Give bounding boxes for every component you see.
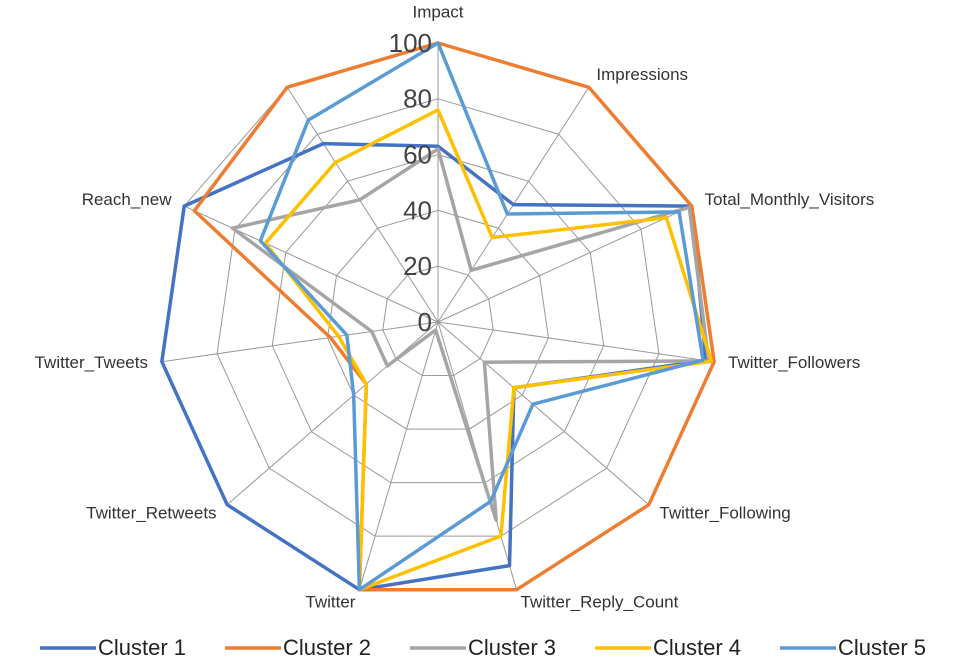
spoke — [437, 321, 715, 363]
grid-ring — [327, 209, 549, 430]
category-label: Twitter_Followers — [728, 353, 860, 372]
category-label: Twitter_Retweets — [86, 503, 216, 522]
category-label: Reach_new — [82, 190, 173, 209]
category-label: Impact — [412, 2, 463, 21]
tick-label: 40 — [403, 195, 432, 225]
tick-label: 100 — [389, 28, 432, 58]
series-line — [263, 108, 714, 592]
category-label: Twitter_Reply_Count — [521, 593, 679, 612]
spoke — [437, 205, 692, 323]
legend-label: Cluster 2 — [283, 635, 371, 660]
legend-label: Cluster 5 — [838, 635, 926, 660]
spoke — [184, 205, 439, 323]
spoke — [437, 321, 650, 506]
series-line — [192, 41, 716, 592]
legend-label: Cluster 1 — [98, 635, 186, 660]
tick-label: 20 — [403, 251, 432, 281]
tick-label: 60 — [403, 139, 432, 169]
tick-label: 0 — [418, 307, 432, 337]
category-label: Twitter — [305, 593, 355, 612]
grid-ring — [382, 265, 494, 377]
category-label: Twitter_Following — [659, 503, 790, 522]
tick-label: 80 — [403, 84, 432, 114]
category-label: Total_Monthly_Visitors — [705, 190, 875, 209]
series-line — [258, 41, 705, 592]
spoke — [161, 321, 439, 363]
legend-label: Cluster 4 — [653, 635, 741, 660]
legend-label: Cluster 3 — [468, 635, 556, 660]
category-label: Impressions — [596, 65, 688, 84]
category-label: Twitter_Tweets — [35, 353, 148, 372]
spoke — [286, 87, 439, 323]
spoke — [358, 321, 439, 590]
